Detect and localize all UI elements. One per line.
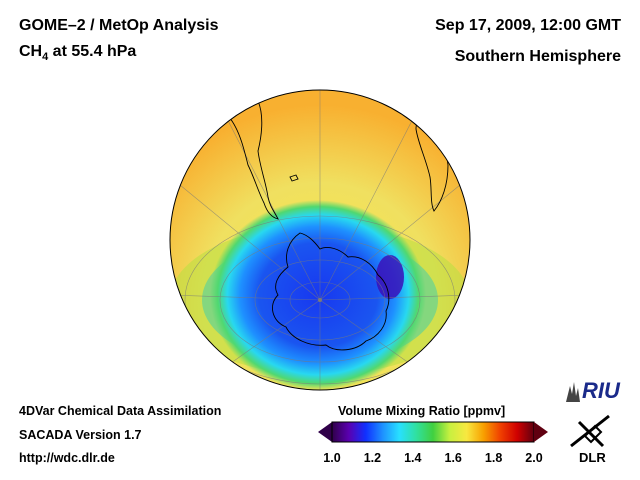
- title-line1: GOME–2 / MetOp Analysis: [19, 17, 219, 34]
- south-america-coast: [219, 97, 279, 220]
- colorbar-tick-label: 1.2: [363, 451, 382, 465]
- south-pole-marker: [318, 298, 322, 302]
- colorbar-high-arrow: [534, 422, 548, 442]
- species-subscript: 4: [42, 51, 49, 64]
- colorbar-body: [331, 421, 535, 443]
- falkland-islands: [289, 174, 299, 182]
- colorbar-tick-label: 1.0: [323, 451, 341, 465]
- globe-map: [169, 89, 471, 391]
- polar-vortex: [210, 200, 426, 390]
- region-label: Southern Hemisphere: [454, 48, 621, 65]
- datetime-label: Sep 17, 2009, 12:00 GMT: [435, 17, 621, 34]
- colorbar-low-arrow: [318, 422, 332, 442]
- riu-logo-text: RIU: [582, 378, 621, 403]
- dlr-logo-mark: [570, 414, 610, 448]
- riu-logo: RIU: [566, 378, 621, 403]
- footer-url: http://wdc.dlr.de: [19, 451, 115, 465]
- colorbar-tick-label: 1.8: [484, 451, 503, 465]
- species-label: CH4 at 55.4 hPa: [19, 43, 136, 63]
- footer-line1: 4DVar Chemical Data Assimilation: [19, 404, 222, 418]
- footer-line2: SACADA Version 1.7: [19, 428, 142, 442]
- species-main: CH: [19, 43, 43, 60]
- species-level: at 55.4 hPa: [48, 43, 137, 60]
- riu-logo-mark: [566, 382, 580, 402]
- antarctica-coast: [271, 232, 390, 351]
- colorbar: [318, 421, 548, 443]
- colorbar-tick-label: 1.4: [404, 451, 422, 465]
- colorbar-title: Volume Mixing Ratio [ppmv]: [338, 404, 506, 418]
- globe-outline: [169, 89, 471, 391]
- dlr-logo-text: DLR: [579, 450, 606, 465]
- colorbar-ticks: 1.0 1.2 1.4 1.6 1.8 2.0: [310, 451, 550, 467]
- colorbar-tick-label: 1.6: [444, 451, 462, 465]
- colorbar-tick-label: 2.0: [525, 451, 543, 465]
- vortex-minimum: [376, 255, 404, 299]
